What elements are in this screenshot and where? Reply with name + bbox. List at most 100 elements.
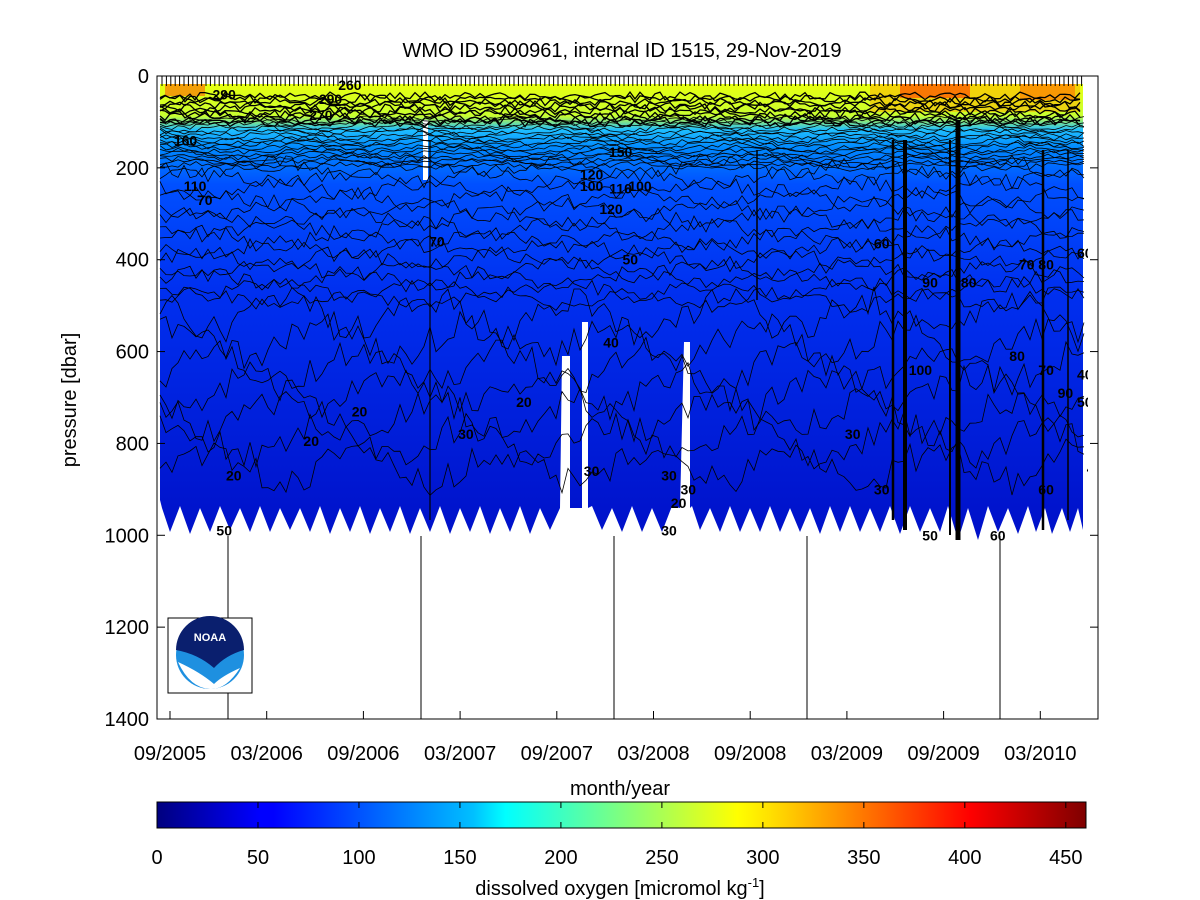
contour-label: 90 [1058,385,1074,401]
contour-label: 80 [1038,256,1054,272]
colorbar-tick-label: 300 [746,847,779,869]
contour-line [159,265,1085,293]
colorbar-tick-label: 350 [847,847,880,869]
contour-label: 160 [174,132,198,148]
contour-label: 20 [671,495,687,511]
noaa-logo: NOAA [167,616,253,694]
contour-line [159,336,1085,396]
surface-warm-patch [900,84,970,98]
contour-line [159,224,1085,254]
contour-label: 30 [458,426,474,442]
contour-label: 60 [990,527,1006,543]
y-tick-label: 1400 [105,709,150,731]
y-axis-label: pressure [dbar] [59,333,81,468]
profile-ticks [161,76,1083,86]
x-tick-label: 09/2008 [714,743,786,765]
colorbar-tick-label: 150 [443,847,476,869]
contour-label: 110 [609,181,632,197]
contour-label: 50 [623,252,639,268]
contour-line [159,155,1084,167]
contour-line [159,310,1085,370]
contour-label: 60 [1077,245,1093,261]
plot-frame [156,75,1099,720]
contour-label: 120 [599,201,623,217]
contour-label: 110 [184,178,207,194]
contour-label: 70 [429,233,445,249]
contour-line [159,153,1085,164]
surface-warm-patch [165,84,205,96]
x-tick-label: 09/2009 [907,743,979,765]
contour-label: 70 [197,192,213,208]
contour-label: 30 [845,426,861,442]
contour-label: 30 [661,523,677,539]
contour-label: 30 [584,463,600,479]
contour-line [159,387,1085,445]
contour-line [159,122,1085,134]
contour-line [159,286,1085,345]
x-tick-label: 03/2010 [1004,743,1076,765]
contour-line [159,255,1085,284]
data-gap [423,120,428,180]
colorbar-tick-label: 400 [948,847,981,869]
contour-line [159,91,1081,101]
contour-line [159,164,1085,192]
contour-line [159,205,1085,233]
contour-line [159,244,1085,273]
contour-line [159,109,1081,119]
contour-label: 70 [1019,256,1035,272]
y-tick-label: 1000 [105,525,150,547]
contour-line [159,150,1085,161]
y-tick-label: 400 [116,250,149,272]
contour-line [159,97,1081,107]
colorbar-tick-label: 450 [1049,847,1082,869]
contour-label: 50 [216,523,232,539]
x-axis: 09/2005 03/2006 09/2006 03/2007 09/2007 03/20… [134,711,1076,765]
surface-warm-patch [1020,84,1075,100]
contour-label: 50 [922,527,938,543]
x-tick-label: 03/2009 [811,743,883,765]
colorbar-tick-label: 100 [342,847,375,869]
contour-line [159,136,1085,147]
contour-label: 260 [338,77,362,93]
contour-line [159,118,1081,128]
contour-line [159,133,1085,144]
x-tick-label: 09/2005 [134,743,206,765]
contour-label: 60 [1038,481,1054,497]
colorbar-ticks: 0 50 100 150 200 250 300 350 400 450 [151,802,1082,869]
contour-line [159,173,1085,202]
contour-label: 30 [661,468,677,484]
colorbar [156,801,1087,829]
contour-label: 30 [681,481,697,497]
x-axis-label: month/year [570,778,670,800]
contour-label: 60 [874,236,890,252]
y-tick-label: 800 [116,433,149,455]
contour-line [159,102,1081,114]
y-tick-label: 200 [116,158,149,180]
contour-line [159,438,1085,496]
chart-title: WMO ID 5900961, internal ID 1515, 29-Nov… [402,40,841,62]
contour-label: 270 [309,107,333,123]
contour-line [159,94,1081,104]
contour-line [159,410,1085,470]
contour-label: 70 [1038,362,1054,378]
x-tick-label: 09/2007 [521,743,593,765]
contour-label: 290 [319,91,343,107]
contour-label: 90 [922,275,938,291]
colorbar-tick-label: 250 [645,847,678,869]
contour-label: 80 [1009,348,1025,364]
x-tick-label: 03/2006 [231,743,303,765]
contour-label: 40 [603,334,619,350]
year-boundaries [227,536,1001,719]
colorbar-tick-label: 200 [544,847,577,869]
colorbar-tick-label: 50 [247,847,269,869]
contour-line [159,147,1085,158]
contour-lines [159,91,1085,496]
contour-line [159,158,1085,169]
contour-label: 290 [213,86,237,102]
contour-label: 30 [874,481,890,497]
contour-line [159,214,1084,243]
x-tick-label: 03/2008 [617,743,689,765]
